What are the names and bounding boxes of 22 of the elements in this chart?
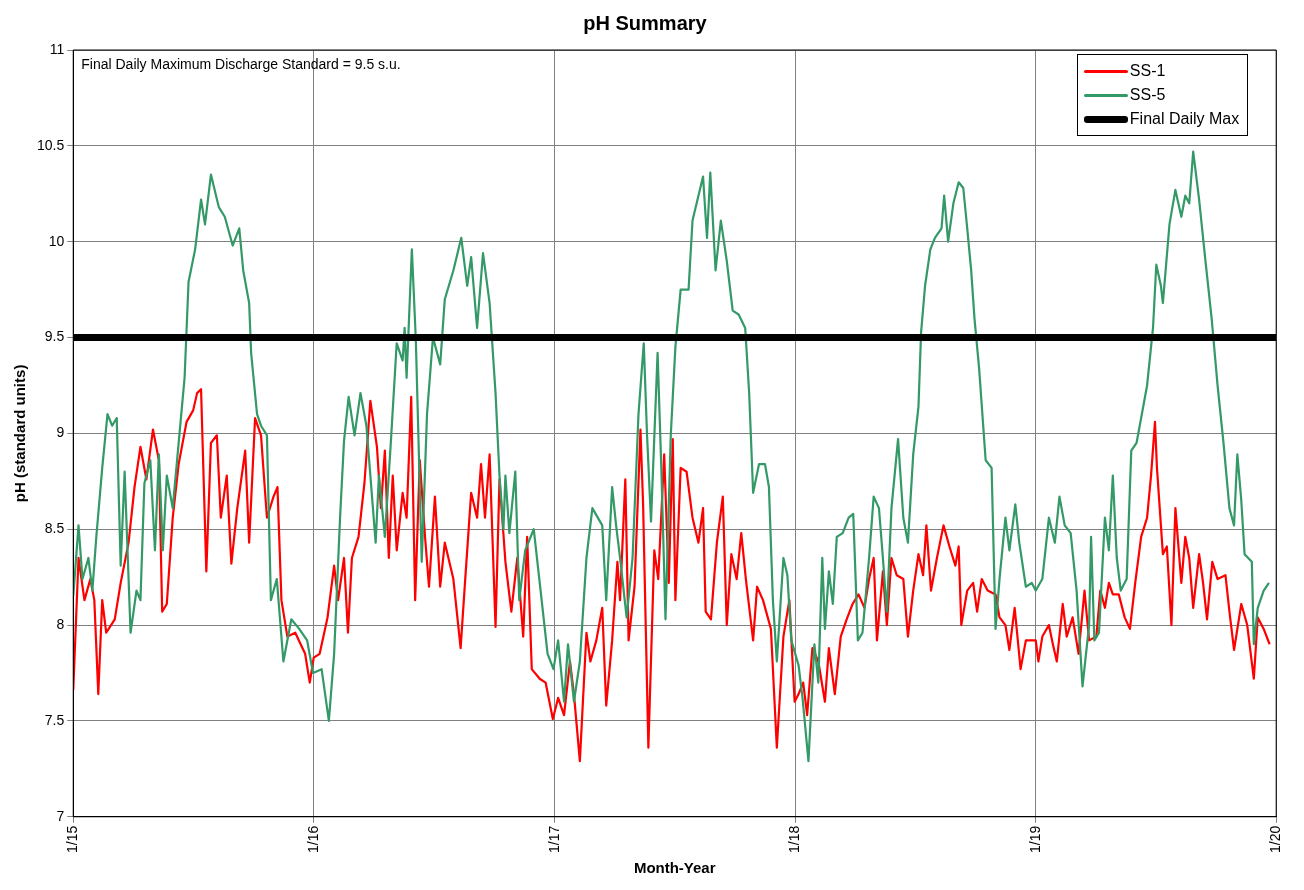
y-tick-label: 8 [56, 615, 65, 632]
x-tick-label: 1/18 [786, 825, 803, 853]
x-tick-label: 1/16 [304, 825, 321, 853]
legend-label: SS-5 [1129, 86, 1166, 104]
x-tick-label: 1/17 [545, 825, 562, 853]
y-tick-label: 7.5 [44, 711, 65, 728]
x-tick-label: 1/15 [64, 825, 81, 853]
chart-title: pH Summary [583, 11, 708, 34]
x-axis-title: Month-Year [633, 859, 716, 877]
annotation: Final Daily Maximum Discharge Standard = 9.5 s.u. [81, 55, 401, 72]
y-tick-label: 11 [49, 40, 65, 57]
y-axis-title: pH (standard units) [11, 364, 29, 503]
legend-label: Final Daily Max [1129, 110, 1240, 128]
y-tick-label: 9.5 [44, 328, 65, 345]
y-tick-label: 10.5 [37, 136, 65, 153]
x-tick-label: 1/20 [1267, 825, 1284, 853]
y-tick-label: 7 [56, 807, 65, 824]
x-tick-label: 1/19 [1026, 825, 1043, 853]
y-tick-label: 8.5 [44, 520, 65, 537]
y-tick-label: 9 [56, 424, 65, 441]
legend-label: SS-1 [1129, 62, 1166, 80]
y-tick-label: 10 [48, 232, 65, 249]
